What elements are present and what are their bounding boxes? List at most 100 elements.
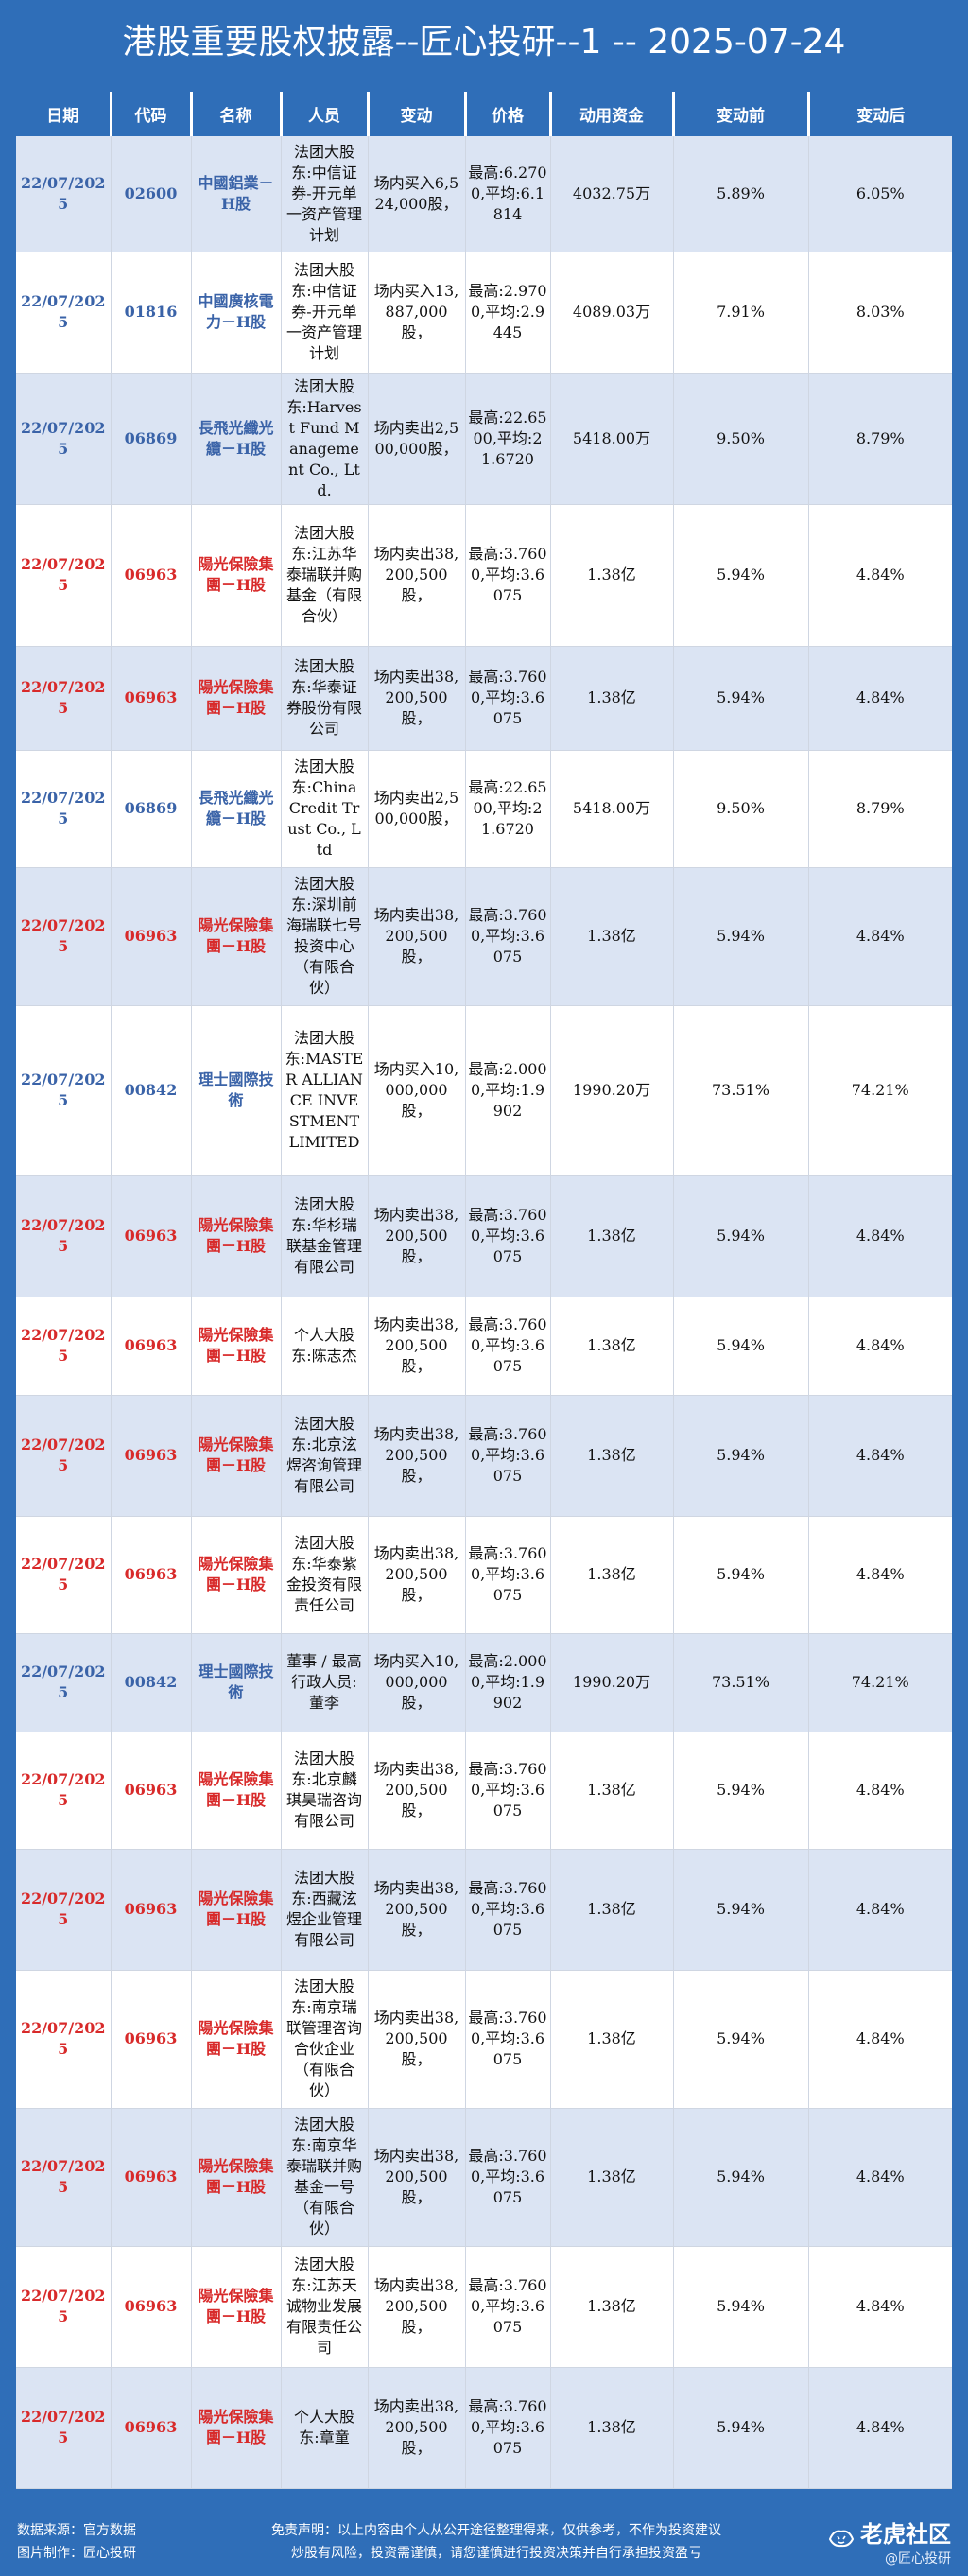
row-change: 场内卖出38,200,500股， <box>368 1849 466 1971</box>
header-code: 代码 <box>111 92 193 136</box>
table-row: 22/07/2025 06869 長飛光纖光纜－H股 法团大股东:China Cred… <box>16 750 952 868</box>
table-row: 22/07/2025 06963 陽光保險集團－H股 法团大股东:深圳前海瑞联七号投资… <box>16 867 952 1006</box>
table-row: 22/07/2025 06963 陽光保險集團－H股 法团大股东:华杉瑞联基金管理有限… <box>16 1175 952 1297</box>
row-after: 4.84% <box>808 646 952 751</box>
row-capital: 5418.00万 <box>550 750 674 868</box>
row-capital: 1.38亿 <box>550 1395 674 1517</box>
row-price: 最高:3.7600,平均:3.6075 <box>465 646 551 751</box>
table-row: 22/07/2025 06963 陽光保險集團－H股 法团大股东:南京瑞联管理咨询合伙… <box>16 1970 952 2109</box>
row-after: 8.03% <box>808 252 952 374</box>
row-after: 4.84% <box>808 1732 952 1850</box>
row-price: 最高:3.7600,平均:3.6075 <box>465 1849 551 1971</box>
row-date: 22/07/2025 <box>16 1633 112 1732</box>
row-person: 个人大股东:章童 <box>281 2367 369 2489</box>
table-header-row: 日期 代码 名称 人员 变动 价格 动用资金 变动前 变动后 <box>16 92 952 136</box>
row-capital: 1.38亿 <box>550 1516 674 1634</box>
table-row: 22/07/2025 06963 陽光保險集團－H股 个人大股东:章童 场内卖出38,2… <box>16 2367 952 2489</box>
row-after: 4.84% <box>808 1395 952 1517</box>
header-before: 变动前 <box>673 92 810 136</box>
row-before: 5.94% <box>673 1297 809 1396</box>
row-capital: 1.38亿 <box>550 2246 674 2368</box>
row-price: 最高:3.7600,平均:3.6075 <box>465 1395 551 1517</box>
disclosure-table-container: 日期 代码 名称 人员 变动 价格 动用资金 变动前 变动后 22/07/202… <box>16 92 952 2489</box>
row-name: 陽光保險集團－H股 <box>191 1516 282 1634</box>
row-after: 4.84% <box>808 2246 952 2368</box>
footer-source: 数据来源：官方数据 <box>17 2523 136 2538</box>
watermark-logo: 老虎社区 @匠心投研 <box>828 2515 951 2567</box>
row-date: 22/07/2025 <box>16 136 112 252</box>
row-code: 06869 <box>111 373 192 505</box>
row-price: 最高:3.7600,平均:3.6075 <box>465 867 551 1006</box>
row-name: 陽光保險集團－H股 <box>191 1732 282 1850</box>
row-price: 最高:3.7600,平均:3.6075 <box>465 1970 551 2109</box>
header-name: 名称 <box>191 92 283 136</box>
row-person: 法团大股东:西藏泫煜企业管理有限公司 <box>281 1849 369 1971</box>
row-change: 场内卖出38,200,500股， <box>368 867 466 1006</box>
row-person: 法团大股东:Harvest Fund Management Co., Ltd. <box>281 373 369 505</box>
row-change: 场内卖出38,200,500股， <box>368 1970 466 2109</box>
table-row: 22/07/2025 06963 陽光保險集團－H股 法团大股东:华泰紫金投资有限责任… <box>16 1516 952 1634</box>
row-date: 22/07/2025 <box>16 373 112 505</box>
row-capital: 1.38亿 <box>550 1849 674 1971</box>
row-code: 06963 <box>111 1175 192 1297</box>
row-capital: 1.38亿 <box>550 1732 674 1850</box>
row-change: 场内卖出2,500,000股， <box>368 373 466 505</box>
row-after: 4.84% <box>808 1516 952 1634</box>
footer-disclaimer-line-2: 炒股有风险，投资需谨慎，请您谨慎进行投资决策并自行承担投资盈亏 <box>291 2546 701 2561</box>
row-name: 中國鋁業－H股 <box>191 136 282 252</box>
row-date: 22/07/2025 <box>16 1175 112 1297</box>
row-change: 场内卖出38,200,500股， <box>368 1175 466 1297</box>
tiger-icon <box>828 2528 855 2549</box>
disclosure-table: 日期 代码 名称 人员 变动 价格 动用资金 变动前 变动后 22/07/202… <box>16 92 952 2489</box>
row-date: 22/07/2025 <box>16 1005 112 1176</box>
row-name: 中國廣核電力－H股 <box>191 252 282 374</box>
row-before: 9.50% <box>673 750 809 868</box>
row-change: 场内卖出38,200,500股， <box>368 2108 466 2247</box>
row-capital: 1.38亿 <box>550 2108 674 2247</box>
row-before: 7.91% <box>673 252 809 374</box>
row-code: 06963 <box>111 2367 192 2489</box>
row-date: 22/07/2025 <box>16 1516 112 1634</box>
row-price: 最高:3.7600,平均:3.6075 <box>465 1297 551 1396</box>
header-after: 变动后 <box>808 92 952 136</box>
row-code: 06963 <box>111 646 192 751</box>
row-person: 法团大股东:江苏华泰瑞联并购基金（有限合伙） <box>281 504 369 647</box>
row-before: 5.94% <box>673 1849 809 1971</box>
row-name: 理士國際技術 <box>191 1633 282 1732</box>
row-before: 5.94% <box>673 1732 809 1850</box>
row-person: 法团大股东:华泰证券股份有限公司 <box>281 646 369 751</box>
row-before: 5.94% <box>673 1516 809 1634</box>
row-code: 06869 <box>111 750 192 868</box>
row-code: 06963 <box>111 1395 192 1517</box>
table-row: 22/07/2025 06963 陽光保險集團－H股 法团大股东:南京华泰瑞联并购基金… <box>16 2108 952 2247</box>
row-before: 5.94% <box>673 1175 809 1297</box>
row-capital: 5418.00万 <box>550 373 674 505</box>
row-code: 06963 <box>111 2246 192 2368</box>
row-change: 场内卖出38,200,500股， <box>368 1395 466 1517</box>
row-capital: 1.38亿 <box>550 1175 674 1297</box>
row-price: 最高:22.6500,平均:21.6720 <box>465 750 551 868</box>
row-code: 06963 <box>111 1732 192 1850</box>
row-change: 场内买入10,000,000股， <box>368 1633 466 1732</box>
row-person: 法团大股东:中信证券-开元单一资产管理计划 <box>281 252 369 374</box>
header-person: 人员 <box>281 92 370 136</box>
table-row: 22/07/2025 06963 陽光保險集團－H股 法团大股东:江苏华泰瑞联并购基金… <box>16 504 952 647</box>
row-capital: 1.38亿 <box>550 867 674 1006</box>
row-change: 场内卖出38,200,500股， <box>368 2246 466 2368</box>
table-row: 22/07/2025 02600 中國鋁業－H股 法团大股东:中信证券-开元单一资产管… <box>16 136 952 252</box>
table-row: 22/07/2025 06963 陽光保險集團－H股 法团大股东:华泰证券股份有限公司… <box>16 646 952 751</box>
row-change: 场内卖出38,200,500股， <box>368 1516 466 1634</box>
row-price: 最高:2.9700,平均:2.9445 <box>465 252 551 374</box>
row-change: 场内卖出38,200,500股， <box>368 1732 466 1850</box>
row-before: 5.89% <box>673 136 809 252</box>
row-before: 5.94% <box>673 504 809 647</box>
row-code: 06963 <box>111 2108 192 2247</box>
row-date: 22/07/2025 <box>16 750 112 868</box>
row-price: 最高:22.6500,平均:21.6720 <box>465 373 551 505</box>
table-row: 22/07/2025 00842 理士國際技術 法团大股东:MASTER ALLIAN… <box>16 1005 952 1176</box>
row-date: 22/07/2025 <box>16 2246 112 2368</box>
row-name: 陽光保險集團－H股 <box>191 1395 282 1517</box>
watermark-handle: @匠心投研 <box>885 2551 951 2567</box>
row-person: 法团大股东:北京麟琪昊瑞咨询有限公司 <box>281 1732 369 1850</box>
row-code: 06963 <box>111 1849 192 1971</box>
